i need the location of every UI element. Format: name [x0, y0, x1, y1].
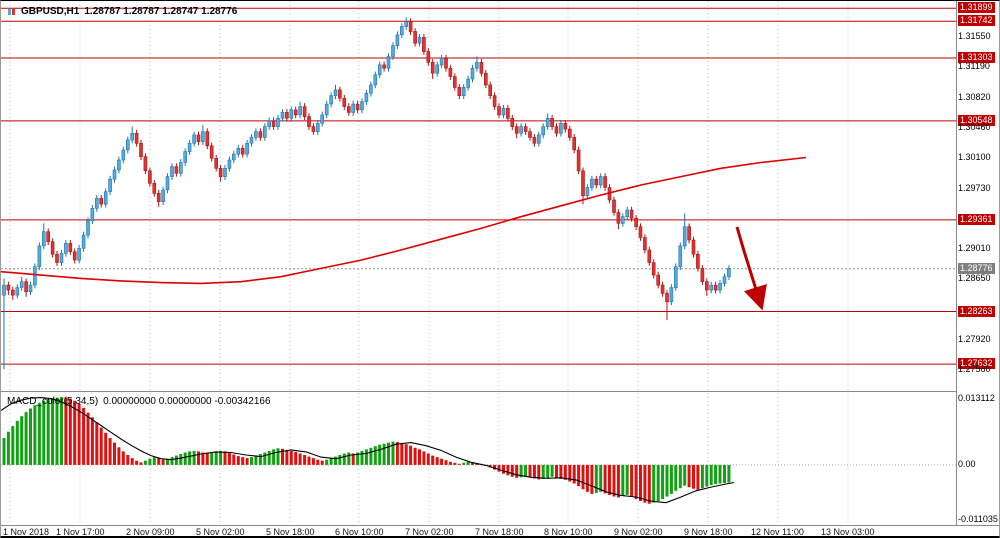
time-axis-label: 12 Nov 11:00: [751, 527, 804, 537]
time-axis-label: 7 Nov 02:00: [405, 527, 454, 537]
time-axis-label: 9 Nov 02:00: [614, 527, 663, 537]
price-scale-label: 1.31550: [958, 31, 991, 41]
macd-scale-label: -0.011035: [958, 514, 998, 524]
macd-name: MACD_color(5,34,5): [7, 396, 99, 407]
price-scale-label: 1.28650: [958, 273, 991, 283]
horizontal-level-lines: [1, 7, 956, 365]
chart-title: GBPUSD,H1 1.28787 1.28787 1.28747 1.2877…: [7, 6, 237, 17]
level-price-label: 1.31303: [958, 52, 995, 63]
price-scale-label: 1.29730: [958, 183, 991, 193]
time-axis-label: 5 Nov 02:00: [196, 527, 245, 537]
level-price-label: 1.29361: [958, 214, 995, 225]
price-scale-label: 1.30460: [958, 122, 991, 132]
time-axis-label: 8 Nov 10:00: [544, 527, 593, 537]
time-axis-label: 5 Nov 18:00: [266, 527, 315, 537]
time-axis-label: 13 Nov 03:00: [821, 527, 875, 537]
price-scale-label: 1.31190: [958, 61, 990, 71]
price-scale-label: 1.30100: [958, 152, 991, 162]
moving-average-line: [1, 156, 807, 285]
time-axis[interactable]: 1 Nov 2018 1 Nov 17:00 2 Nov 09:00 5 Nov 02…: [1, 527, 999, 537]
ohlc-values-label: 1.28787 1.28787 1.28747 1.28776: [84, 6, 238, 17]
macd-values: 0.00000000 0.00000000 -0.00342166: [103, 396, 271, 407]
macd-scale-label: 0.013112: [958, 393, 995, 403]
macd-indicator-label: MACD_color(5,34,5) 0.00000000 0.00000000…: [7, 396, 271, 407]
level-price-label: 1.31899: [958, 2, 995, 13]
price-axis[interactable]: 1.31899 1.31742 1.31550 1.31303 1.31190 1.308…: [958, 1, 999, 525]
macd-signal-line: [1, 397, 735, 504]
level-price-label: 1.30548: [958, 115, 995, 126]
current-price-label: 1.28776: [958, 263, 995, 274]
level-price-label: 1.27632: [958, 358, 995, 369]
symbol-period-label: GBPUSD,H1: [21, 6, 80, 17]
price-chart-canvas[interactable]: [1, 1, 956, 391]
period-separators: [9, 1, 849, 391]
symbol-candles-icon: [8, 7, 15, 15]
time-axis-label: 7 Nov 18:00: [475, 527, 524, 537]
time-axis-label: 2 Nov 09:00: [126, 527, 175, 537]
price-scale-label: 1.27560: [958, 364, 991, 374]
macd-indicator-panel[interactable]: [1, 393, 956, 525]
macd-histogram: [2, 397, 731, 504]
price-scale-label: 1.29010: [958, 243, 991, 253]
time-axis-label: 9 Nov 18:00: [684, 527, 733, 537]
candles-layer: [2, 17, 731, 370]
price-scale-label: 1.30820: [958, 92, 991, 102]
time-axis-label: 1 Nov 2018: [3, 527, 50, 537]
time-axis-label: 6 Nov 10:00: [335, 527, 384, 537]
time-axis-label: 1 Nov 17:00: [56, 527, 105, 537]
forecast-down-arrow: [735, 226, 767, 311]
price-axis-separator: [956, 1, 957, 525]
time-axis-separator: [1, 525, 999, 526]
level-price-label: 1.28263: [958, 306, 995, 317]
price-scale-label: 1.27920: [958, 334, 991, 344]
macd-scale-label: 0.00: [958, 459, 976, 469]
chart-macd-divider[interactable]: [1, 391, 956, 392]
level-price-label: 1.31742: [958, 15, 995, 26]
